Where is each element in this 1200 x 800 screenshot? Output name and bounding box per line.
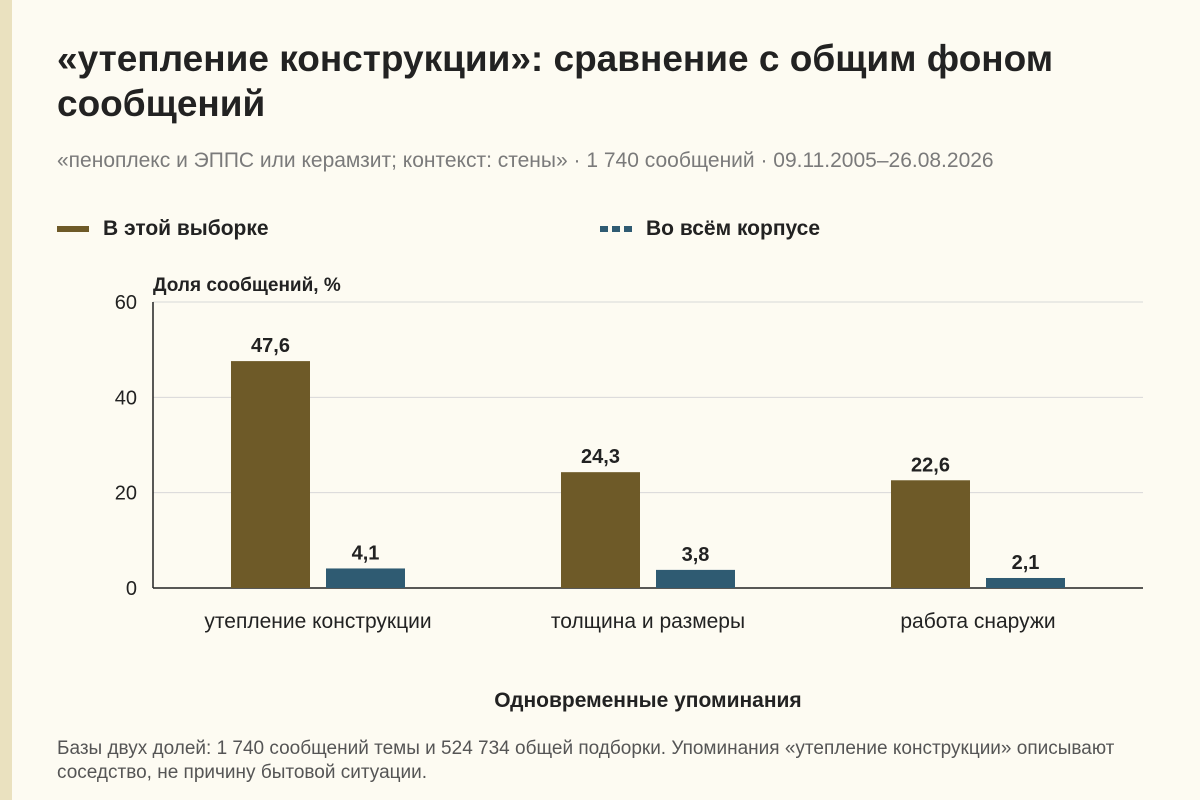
legend-item-sample: В этой выборке (57, 217, 269, 241)
bar-value-label: 22,6 (911, 454, 950, 476)
bar (326, 568, 405, 588)
legend-label-corpus: Во всём корпусе (646, 217, 821, 240)
y-tick-label: 0 (126, 578, 137, 600)
x-tick-label: утепление конструкции (204, 610, 431, 633)
legend-item-corpus: Во всём корпусе (600, 217, 820, 241)
bar (891, 480, 970, 588)
bar-value-label: 2,1 (1012, 552, 1040, 574)
chart-title: «утепление конструкции»: сравнение с общ… (57, 38, 1054, 124)
left-accent-rule (0, 0, 12, 800)
legend-swatch-corpus (600, 226, 632, 232)
y-axis-label: Доля сообщений, % (153, 275, 341, 296)
bar (986, 577, 1065, 588)
y-tick-label: 60 (115, 292, 137, 314)
legend: В этой выборке Во всём корпусе (57, 217, 1157, 247)
bar-value-label: 47,6 (251, 335, 290, 357)
x-tick-label: толщина и размеры (551, 610, 745, 633)
x-axis-label: Одновременные упоминания (494, 689, 801, 712)
chart-subtitle: «пеноплекс и ЭППС или керамзит; контекст… (57, 149, 994, 172)
bar (561, 472, 640, 588)
footnote: Базы двух долей: 1 740 сообщений темы и … (57, 738, 1115, 783)
bar (656, 569, 735, 588)
bar (231, 361, 310, 588)
legend-label-sample: В этой выборке (103, 217, 269, 240)
y-tick-label: 20 (115, 483, 137, 505)
bar-value-label: 4,1 (352, 542, 380, 564)
x-tick-label: работа снаружи (900, 610, 1055, 633)
legend-swatch-sample (57, 226, 89, 232)
bar-value-label: 24,3 (581, 446, 620, 468)
y-tick-label: 40 (115, 387, 137, 409)
bar-value-label: 3,8 (682, 544, 710, 566)
